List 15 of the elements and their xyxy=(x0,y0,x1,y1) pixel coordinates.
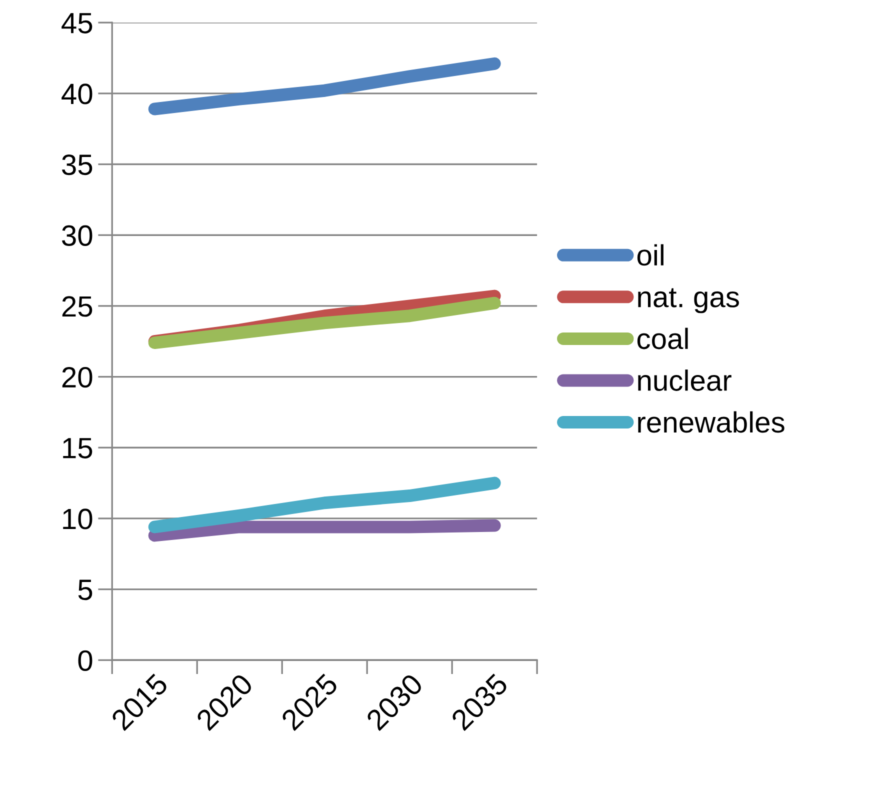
legend-label: nuclear xyxy=(638,370,732,391)
y-tick-label: 0 xyxy=(78,650,92,671)
legend-label: oil xyxy=(637,244,664,266)
y-tick-label: 35 xyxy=(62,154,92,176)
y-tick-label: 45 xyxy=(62,13,92,34)
y-tick-label: 40 xyxy=(62,84,92,104)
y-tick-label: 10 xyxy=(63,508,92,530)
y-tick-label: 25 xyxy=(62,296,92,317)
y-tick-label: 5 xyxy=(78,580,92,600)
legend-label: nat. gas xyxy=(638,288,739,314)
y-tick-label: 15 xyxy=(63,438,92,458)
y-tick-label: 30 xyxy=(62,225,92,246)
legend-label: renewables xyxy=(638,411,784,433)
y-tick-label: 20 xyxy=(62,366,92,388)
legend-label: coal xyxy=(637,328,688,350)
